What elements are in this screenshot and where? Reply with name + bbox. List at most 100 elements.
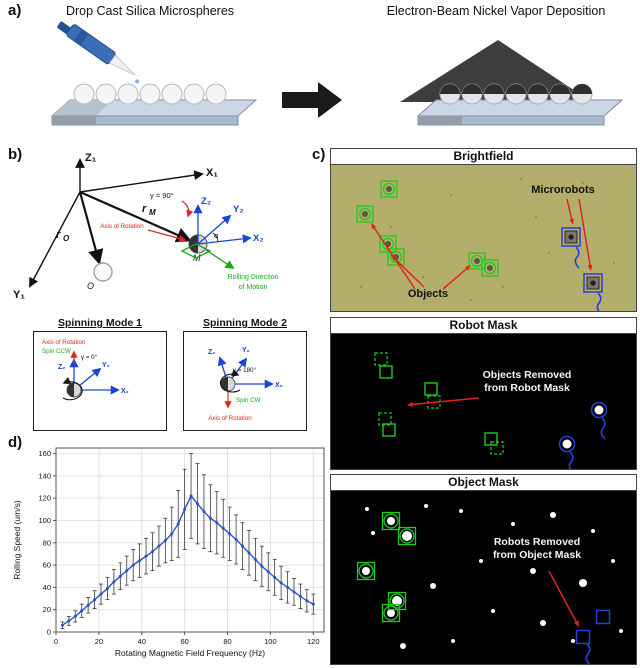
panel-a-label: a) (8, 2, 22, 19)
pointer-arrowhead (574, 620, 579, 627)
y-tick-label: 0 (47, 628, 51, 637)
x1-axis-label: X₁ (206, 167, 218, 179)
object-dot (387, 609, 395, 617)
pointer-arrow (566, 198, 573, 220)
panel-a-title-right: Electron-Beam Nickel Vapor Deposition (386, 4, 606, 18)
y-tick-label: 20 (43, 605, 51, 614)
object-dot (619, 629, 623, 633)
mode1-axis-of-rotation-label: Axis of Rotation (42, 339, 86, 346)
object-dot (591, 529, 595, 533)
mode1-gamma-label: γ = 0° (81, 354, 98, 361)
y-tick-label: 140 (38, 471, 51, 480)
robot-tail (600, 417, 606, 440)
silica-microspheres (73, 83, 227, 105)
x-tick-label: 40 (138, 637, 146, 646)
mode2-y2-label: Y₂ (242, 347, 250, 354)
vector-r-o-sub: O (63, 234, 70, 243)
object-dot (550, 512, 556, 518)
object-box-dashed (378, 412, 392, 426)
object-dot (540, 620, 546, 626)
robot-blob (590, 401, 608, 440)
object-marker (356, 205, 374, 223)
removed-robot-outline (575, 629, 591, 645)
spinning-mode-2-diagram: Z₂ Y₂ X₂ γ = 180° Spin CW Axis of Rotati… (208, 347, 283, 422)
mode2-z2-label: Z₂ (208, 349, 215, 356)
object-dot (362, 567, 370, 575)
object-mask-title: Object Mask (448, 475, 519, 489)
object-mask-panel: Object Mask Robots Removed from Object Ma… (330, 474, 637, 665)
brightfield-svg: Microrobots Objects (331, 165, 636, 311)
object-box-dashed (490, 441, 504, 455)
object-dot (491, 609, 495, 613)
z1-axis-label: Z₁ (85, 152, 97, 164)
x-tick-label: 80 (223, 637, 231, 646)
pointer-arrowhead (587, 264, 593, 271)
object-dot (402, 531, 412, 541)
panel-c-label: c) (312, 146, 326, 163)
panel-d-label: d) (8, 434, 23, 451)
x-tick-label: 100 (264, 637, 277, 646)
object-dot (400, 643, 406, 649)
brightfield-image: Microrobots Objects (331, 164, 636, 311)
object-box-solid (382, 423, 396, 437)
z2-axis-label: Z₂ (201, 196, 211, 207)
panel-a-illustration (50, 21, 624, 126)
object-marker (397, 526, 417, 546)
robot-blob (558, 435, 576, 469)
pointer-arrow (412, 397, 480, 406)
robot-mask-caption-2: from Robot Mask (484, 382, 570, 394)
robot-tail (574, 246, 580, 269)
object-dot (611, 559, 615, 563)
object-box-dashed (374, 352, 388, 366)
point-o-label: O (87, 281, 94, 291)
robot-mask-panel: Robot Mask Objects Removed from Robot Mas… (330, 317, 637, 470)
pointer-arrow (578, 198, 591, 266)
pointer-arrow (394, 258, 425, 288)
x-tick-label: 20 (95, 637, 103, 646)
object-mask-caption-2: from Object Mask (493, 549, 581, 561)
x-tick-label: 60 (180, 637, 188, 646)
vector-r-m-label: r (142, 203, 147, 215)
spinning-mode-1-title: Spinning Mode 1 (58, 317, 142, 329)
x-tick-label: 120 (307, 637, 320, 646)
robot-tail (585, 643, 591, 664)
chart-xlabel: Rotating Magnetic Field Frequency (Hz) (115, 648, 265, 658)
mode2-axis-of-rotation-label: Axis of Rotation (208, 415, 252, 422)
robot-tail (568, 451, 574, 469)
object-dot (424, 504, 428, 508)
brightfield-title: Brightfield (453, 149, 514, 163)
alpha-label: α (214, 231, 219, 240)
mode2-spin-label: Spin CW (236, 397, 261, 404)
panel-b-label: b) (8, 146, 23, 163)
object-dot (479, 559, 483, 563)
x2-axis-label: X₂ (253, 233, 264, 244)
object-marker (468, 252, 486, 270)
y-tick-label: 40 (43, 583, 51, 592)
pointer-arrow (442, 268, 467, 290)
pointer-arrowhead (464, 265, 471, 271)
microrobot-marker (561, 227, 581, 269)
speed-line (62, 494, 314, 626)
panel-a-title-left: Drop Cast Silica Microspheres (65, 4, 235, 18)
mode2-gamma-label: γ = 180° (233, 367, 256, 374)
mode1-x2-label: X₂ (121, 388, 129, 395)
robot-mask-title: Robot Mask (449, 318, 518, 332)
origin-sphere (93, 262, 113, 282)
axis-of-rotation-label: Axis of Rotation (100, 223, 144, 230)
object-dot (365, 507, 369, 511)
pointer-arrow (548, 570, 577, 623)
robot-mask-caption-1: Objects Removed (483, 369, 572, 381)
object-dot (579, 579, 587, 587)
spinning-mode-2-title: Spinning Mode 2 (203, 317, 287, 329)
object-mask-background (331, 491, 636, 664)
object-marker (380, 180, 398, 198)
object-dot (459, 509, 463, 513)
object-dot (371, 531, 375, 535)
object-dot (571, 639, 575, 643)
spinning-mode-1-box: Axis of Rotation Spin CCW γ = 0° Z₂ Y₂ X… (33, 331, 167, 431)
object-dot (530, 568, 536, 574)
gamma-90-label: γ = 90° (150, 191, 174, 200)
rolling-direction-label-2: of Motion (239, 284, 268, 291)
y-tick-label: 80 (43, 538, 51, 547)
